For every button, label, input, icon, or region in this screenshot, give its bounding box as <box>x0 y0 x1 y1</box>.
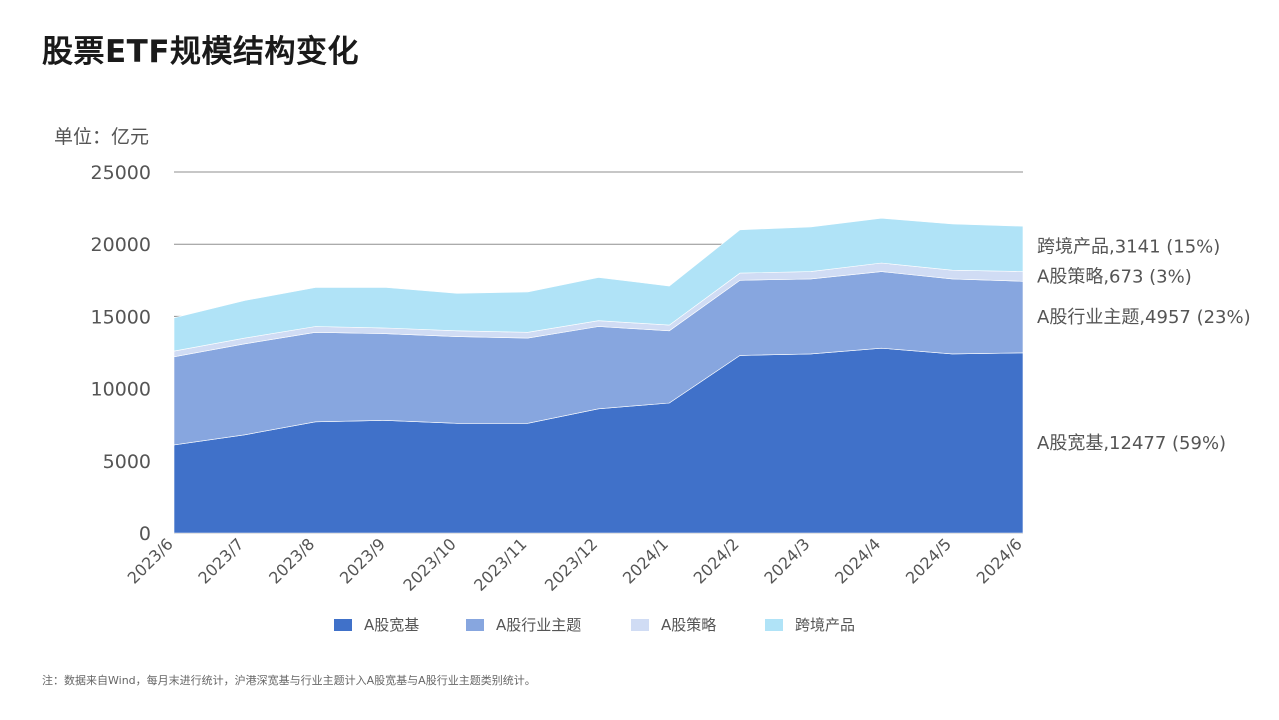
footnote: 注：数据来自Wind，每月末进行统计，沪港深宽基与行业主题计入A股宽基与A股行业… <box>42 674 536 687</box>
legend-swatch <box>765 619 783 631</box>
legend-swatch <box>466 619 484 631</box>
end-label-series-3: 跨境产品,3141 (15%) <box>1037 236 1220 257</box>
end-label-series-0: A股宽基,12477 (59%) <box>1037 433 1226 454</box>
legend-swatch <box>631 619 649 631</box>
x-tick-label: 2024/3 <box>760 534 813 587</box>
x-tick-label: 2024/5 <box>902 534 955 587</box>
x-tick-label: 2023/11 <box>470 534 530 594</box>
y-tick-label: 20000 <box>91 234 151 256</box>
legend-label: 跨境产品 <box>795 616 855 634</box>
x-tick-label: 2023/9 <box>336 534 389 587</box>
end-label-series-2: A股策略,673 (3%) <box>1037 266 1192 287</box>
x-tick-label: 2024/4 <box>831 534 884 587</box>
legend-label: A股宽基 <box>364 616 419 634</box>
page-title: 股票ETF规模结构变化 <box>42 34 359 70</box>
x-tick-label: 2024/2 <box>690 534 743 587</box>
legend-label: A股行业主题 <box>496 616 581 634</box>
legend-item-3[interactable]: 跨境产品 <box>765 616 855 634</box>
end-label-series-1: A股行业主题,4957 (23%) <box>1037 307 1251 328</box>
unit-label: 单位：亿元 <box>54 126 150 148</box>
x-tick-label: 2023/12 <box>541 534 601 594</box>
x-tick-label: 2024/6 <box>973 534 1026 587</box>
y-tick-label: 0 <box>139 523 151 545</box>
y-axis: 0 5000 10000 15000 20000 25000 <box>91 162 151 545</box>
x-tick-label: 2023/10 <box>399 534 459 594</box>
legend-item-2[interactable]: A股策略 <box>631 616 716 634</box>
legend-item-0[interactable]: A股宽基 <box>334 616 419 634</box>
legend-swatch <box>334 619 352 631</box>
legend-label: A股策略 <box>661 616 716 634</box>
y-tick-label: 15000 <box>91 306 151 328</box>
x-axis: 2023/6 2023/7 2023/8 2023/9 2023/10 2023/11 20… <box>124 534 1026 594</box>
legend: A股宽基 A股行业主题 A股策略 跨境产品 <box>334 616 855 634</box>
area-series-3 <box>173 217 1024 352</box>
x-tick-label: 2023/7 <box>194 534 247 587</box>
y-tick-label: 5000 <box>103 451 151 473</box>
legend-item-1[interactable]: A股行业主题 <box>466 616 581 634</box>
y-tick-label: 10000 <box>91 379 151 401</box>
end-labels: A股宽基,12477 (59%) A股行业主题,4957 (23%) A股策略,67… <box>1037 236 1251 454</box>
area-layer <box>173 217 1024 534</box>
y-tick-label: 25000 <box>91 162 151 184</box>
x-tick-label: 2023/8 <box>265 534 318 587</box>
x-tick-label: 2024/1 <box>619 534 672 587</box>
